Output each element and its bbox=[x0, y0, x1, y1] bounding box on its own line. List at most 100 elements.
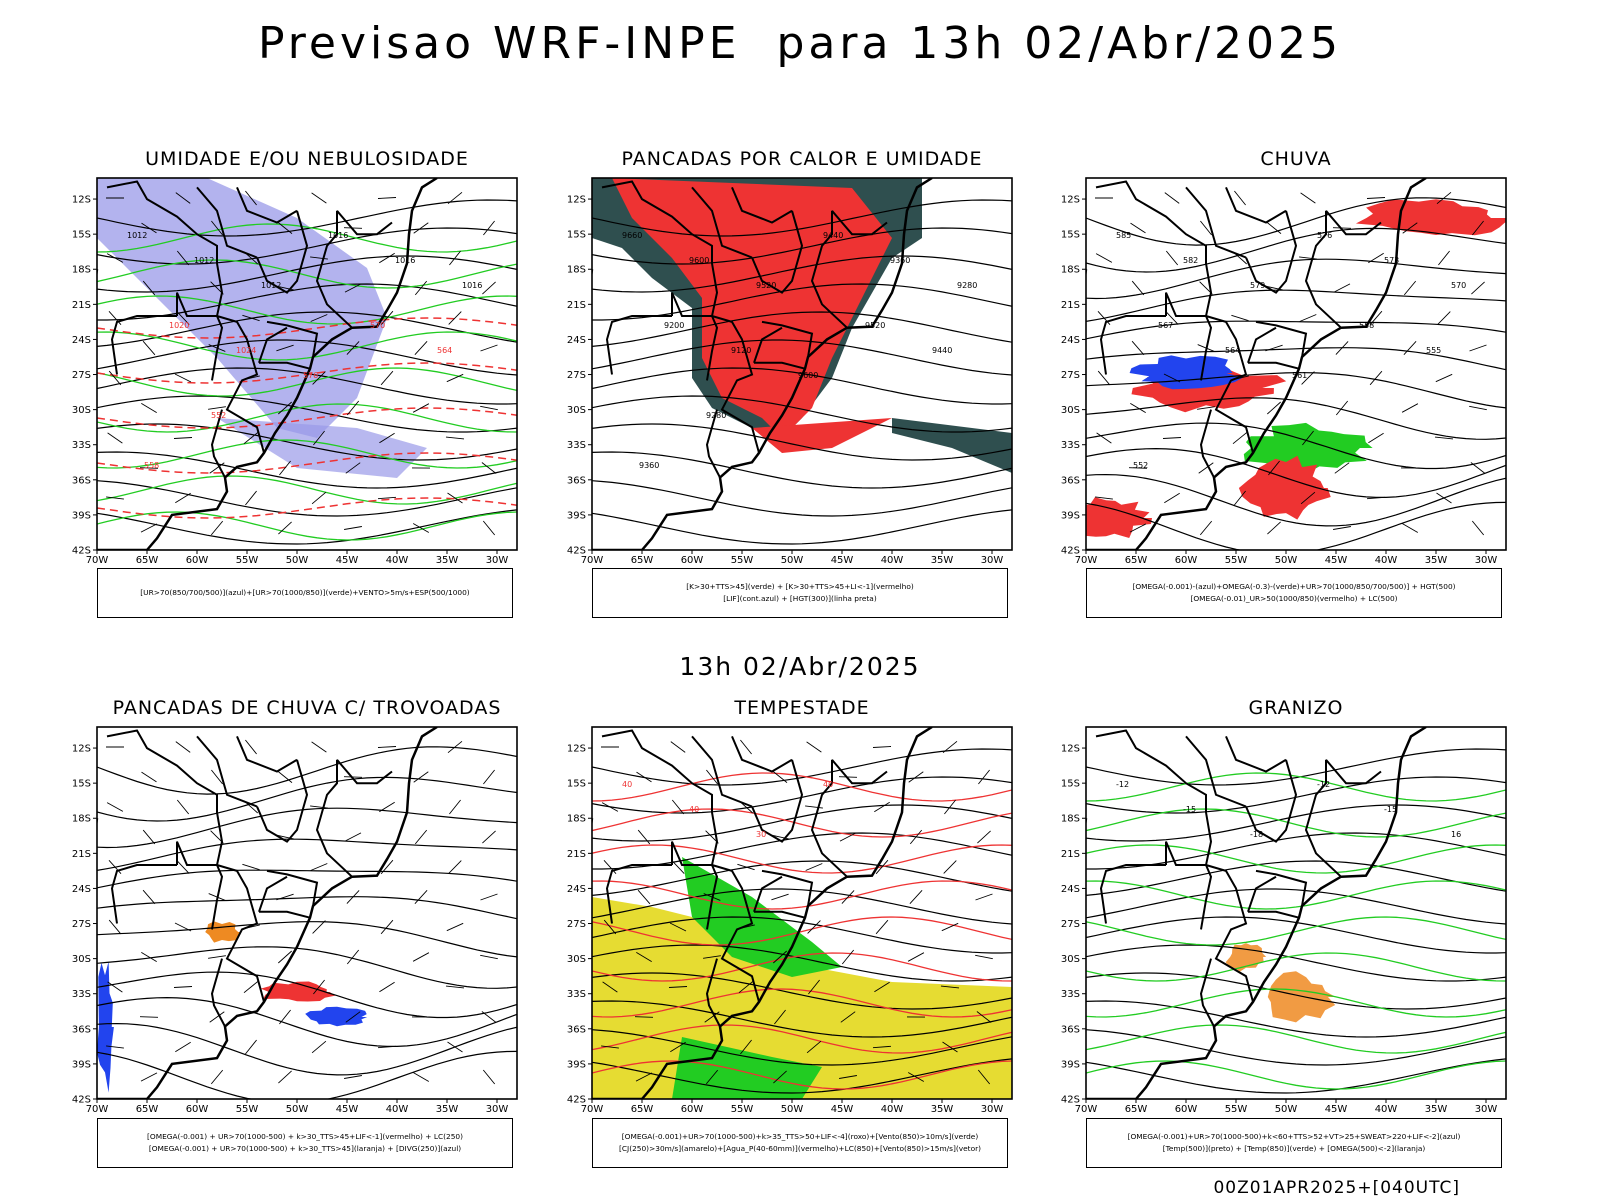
panel-legend-trovoadas: [OMEGA(-0.001) + UR>70(1000-500) + k>30_… bbox=[97, 1118, 513, 1168]
lon-tick-label: 50W bbox=[1275, 1104, 1298, 1115]
lon-tick-label: 30W bbox=[981, 555, 1004, 566]
legend-line: [LIF](cont.azul) + [HGT(300)](linha pret… bbox=[723, 594, 877, 603]
legend-line: [CJ(250)>30m/s](amarelo)+[Agua_P(40-60mm… bbox=[618, 1144, 982, 1153]
contour-label: 1016 bbox=[395, 256, 415, 265]
contour-label: 9440 bbox=[932, 346, 952, 355]
lat-tick-label: 33S bbox=[1061, 989, 1080, 1000]
lat-tick-label: 30S bbox=[1061, 405, 1080, 416]
lon-tick-label: 70W bbox=[86, 555, 109, 566]
mid-title: 13h 02/Abr/2025 bbox=[679, 652, 921, 681]
lon-tick-label: 35W bbox=[931, 1104, 954, 1115]
lat-tick-label: 18S bbox=[567, 265, 586, 276]
lat-tick-label: 30S bbox=[567, 405, 586, 416]
lat-tick-label: 27S bbox=[567, 370, 586, 381]
contour-label: -18 bbox=[1250, 830, 1263, 839]
lon-tick-label: 50W bbox=[781, 1104, 804, 1115]
lon-tick-label: 40W bbox=[386, 1104, 409, 1115]
lon-tick-label: 60W bbox=[1175, 555, 1198, 566]
legend-line: [OMEGA(-0.01)_UR>50(1000/850)(vermelho) … bbox=[1190, 594, 1398, 603]
contour-label: 9600 bbox=[689, 256, 709, 265]
contour-label: 567 bbox=[1158, 321, 1173, 330]
contour-label: 582 bbox=[1183, 256, 1198, 265]
contour-label: 558 bbox=[1359, 321, 1374, 330]
lon-tick-label: 30W bbox=[1475, 1104, 1498, 1115]
lon-tick-label: 65W bbox=[1125, 555, 1148, 566]
lon-tick-label: 55W bbox=[731, 1104, 754, 1115]
lat-tick-label: 15S bbox=[1061, 779, 1080, 790]
lon-tick-label: 45W bbox=[336, 1104, 359, 1115]
lat-tick-label: 27S bbox=[1061, 370, 1080, 381]
lat-tick-label: 21S bbox=[1061, 849, 1080, 860]
lon-tick-label: 70W bbox=[1075, 555, 1098, 566]
shaded-fields bbox=[97, 178, 427, 478]
lat-tick-label: 42S bbox=[567, 1095, 586, 1106]
lat-tick-label: 18S bbox=[567, 814, 586, 825]
lon-tick-label: 60W bbox=[681, 555, 704, 566]
lon-tick-label: 65W bbox=[1125, 1104, 1148, 1115]
lat-tick-label: 24S bbox=[72, 335, 91, 346]
lon-tick-label: 45W bbox=[1325, 1104, 1348, 1115]
contour-label: 570 bbox=[1451, 281, 1466, 290]
panel-legend-tempestade: [OMEGA(-0.001)+UR>70(1000-500)+k>35_TTS>… bbox=[592, 1118, 1008, 1168]
contour-label: 576 bbox=[303, 371, 318, 380]
lat-tick-label: 15S bbox=[72, 779, 91, 790]
lat-tick-label: 18S bbox=[1061, 265, 1080, 276]
contour-label: -12 bbox=[1317, 780, 1330, 789]
lon-tick-label: 35W bbox=[436, 1104, 459, 1115]
contour-lines bbox=[1086, 197, 1506, 550]
panel-title-chuva: CHUVA bbox=[1260, 148, 1332, 170]
geographic-boundaries bbox=[97, 178, 438, 550]
lat-tick-label: 27S bbox=[1061, 919, 1080, 930]
contour-label: 564 bbox=[1225, 346, 1240, 355]
contour-label: -15 bbox=[1183, 805, 1196, 814]
lon-tick-label: 30W bbox=[486, 555, 509, 566]
lat-tick-label: 21S bbox=[1061, 300, 1080, 311]
contour-label: 1012 bbox=[194, 256, 214, 265]
lat-tick-label: 39S bbox=[72, 510, 91, 521]
lat-tick-label: 12S bbox=[1061, 195, 1080, 206]
lat-tick-label: 21S bbox=[567, 300, 586, 311]
lat-tick-label: 27S bbox=[567, 919, 586, 930]
contour-label: 558 bbox=[144, 461, 159, 470]
wind-vectors bbox=[601, 739, 993, 1085]
lat-tick-label: 42S bbox=[1061, 1095, 1080, 1106]
lon-tick-label: 65W bbox=[136, 555, 159, 566]
lat-tick-label: 12S bbox=[1061, 744, 1080, 755]
contour-label: 1016 bbox=[328, 231, 348, 240]
lon-tick-label: 70W bbox=[86, 1104, 109, 1115]
legend-line: [Temp(500)](preto) + [Temp(850)](verde) … bbox=[1162, 1144, 1426, 1153]
lon-tick-label: 50W bbox=[286, 555, 309, 566]
panel-legend-umidade: [UR>70(850/700/500)](azul)+[UR>70(1000/8… bbox=[97, 568, 513, 618]
panel-title-granizo: GRANIZO bbox=[1248, 697, 1344, 719]
lat-tick-label: 30S bbox=[72, 954, 91, 965]
lat-tick-label: 24S bbox=[567, 884, 586, 895]
lat-tick-label: 39S bbox=[567, 1059, 586, 1070]
lat-tick-label: 30S bbox=[567, 954, 586, 965]
lon-tick-label: 30W bbox=[486, 1104, 509, 1115]
lon-tick-label: 55W bbox=[731, 555, 754, 566]
lat-tick-label: 36S bbox=[72, 475, 91, 486]
lon-tick-label: 70W bbox=[581, 1104, 604, 1115]
wind-vectors bbox=[1095, 190, 1487, 536]
lon-tick-label: 50W bbox=[286, 1104, 309, 1115]
map-panel-umidade: 1012 1012 1012 1016 1016 1016 1020 1024 576 570 56… bbox=[72, 177, 518, 566]
contour-label: 570 bbox=[370, 321, 385, 330]
legend-line: [OMEGA(-0.001)-(azul)+OMEGA(-0.3)-(verde… bbox=[1132, 582, 1456, 591]
legend-line: [OMEGA(-0.001)+UR>70(1000-500)+k>35_TTS>… bbox=[621, 1132, 979, 1141]
lon-tick-label: 50W bbox=[1275, 555, 1298, 566]
lon-tick-label: 55W bbox=[1225, 555, 1248, 566]
lat-tick-label: 33S bbox=[567, 440, 586, 451]
contour-label: 9660 bbox=[622, 231, 642, 240]
lon-tick-label: 35W bbox=[436, 555, 459, 566]
lon-tick-label: 60W bbox=[186, 555, 209, 566]
legend-line: [K>30+TTS>45](verde) + [K>30+TTS>45+LI<-… bbox=[686, 582, 914, 591]
legend-line: [OMEGA(-0.001) + UR>70(1000-500) + k>30_… bbox=[147, 1132, 463, 1141]
shaded-fields bbox=[592, 857, 1012, 1099]
contour-label: 579 bbox=[1250, 281, 1265, 290]
contour-label: 40 bbox=[823, 780, 833, 789]
lon-tick-label: 40W bbox=[1375, 555, 1398, 566]
lon-tick-label: 70W bbox=[1075, 1104, 1098, 1115]
lon-tick-label: 55W bbox=[236, 1104, 259, 1115]
contour-label: 576 bbox=[1317, 231, 1332, 240]
